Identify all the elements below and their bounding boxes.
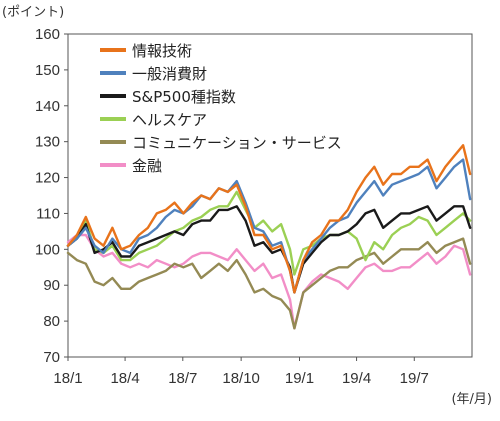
y-axis: 70 80 90 100 110 120 130 140 150 160: [35, 26, 68, 366]
x-tick-label: 18/10: [222, 370, 260, 387]
series-line-5: [66, 233, 472, 330]
y-tick-label: 160: [35, 26, 60, 43]
plot-area: [67, 33, 473, 358]
series-line-0: [66, 144, 472, 294]
series-line-4: [66, 237, 472, 330]
series-lines: [66, 144, 472, 330]
x-tick-label: 18/1: [53, 370, 82, 387]
legend-label-2: S&P500種指数: [132, 88, 236, 106]
series-line-2: [66, 205, 472, 294]
legend-label-3: ヘルスケア: [132, 111, 207, 129]
y-tick-label: 70: [43, 349, 60, 366]
x-tick-label: 19/1: [285, 370, 314, 387]
legend-label-0: 情報技術: [132, 42, 192, 60]
y-tick-label: 150: [35, 62, 60, 79]
x-tick-label: 18/4: [110, 370, 139, 387]
legend-label-5: 金融: [132, 157, 162, 175]
series-line-1: [66, 158, 472, 294]
y-tick-label: 80: [43, 313, 60, 330]
y-tick-label: 100: [35, 241, 60, 258]
x-tick-label: 18/7: [168, 370, 197, 387]
y-tick-label: 90: [43, 277, 60, 294]
legend-label-4: コミュニケーション・サービス: [132, 134, 342, 152]
y-tick-label: 110: [36, 205, 60, 222]
y-tick-label: 130: [35, 134, 60, 151]
x-axis-unit-label: (年/月): [451, 392, 492, 407]
y-tick-label: 140: [35, 98, 60, 115]
y-axis-unit-label: (ポイント): [2, 5, 64, 20]
x-axis: 18/1 18/4 18/7 18/10 19/1 19/4 19/7: [53, 357, 429, 387]
legend-label-1: 一般消費財: [132, 65, 207, 83]
x-tick-label: 19/7: [400, 370, 429, 387]
series-line-3: [66, 190, 472, 276]
y-tick-label: 120: [35, 170, 60, 187]
x-tick-label: 19/4: [342, 370, 371, 387]
